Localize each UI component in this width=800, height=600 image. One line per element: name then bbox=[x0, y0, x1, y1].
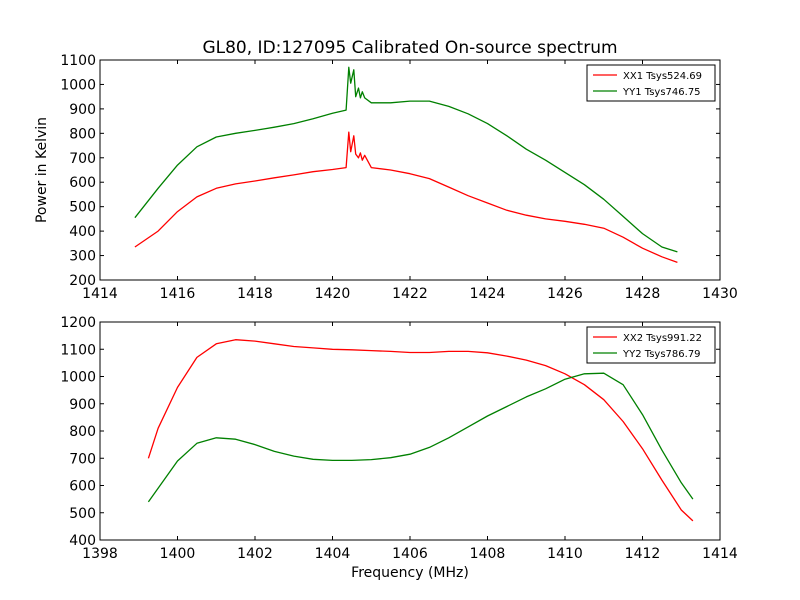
legend: XX1 Tsys524.69 YY1 Tsys746.75 bbox=[586, 64, 716, 102]
x-tick-label: 1420 bbox=[315, 286, 351, 302]
x-tick-label: 1408 bbox=[470, 546, 506, 562]
y-tick-label: 900 bbox=[69, 397, 96, 413]
y-tick-label: 800 bbox=[69, 424, 96, 440]
y-tick-label: 900 bbox=[69, 102, 96, 118]
series-line-yy2 bbox=[147, 372, 694, 503]
y-tick-label: 500 bbox=[69, 506, 96, 522]
series-line-yy1 bbox=[134, 66, 678, 253]
y-tick-label: 400 bbox=[69, 533, 96, 549]
y-tick-label: 600 bbox=[69, 175, 96, 191]
y-tick-label: 1000 bbox=[60, 77, 96, 93]
y-tick-label: 400 bbox=[69, 224, 96, 240]
x-tick-label: 1418 bbox=[237, 286, 273, 302]
x-tick-label: 1400 bbox=[160, 546, 196, 562]
y-tick-label: 300 bbox=[69, 249, 96, 265]
legend-entry-label: YY1 Tsys746.75 bbox=[622, 87, 701, 98]
x-tick-label: 1428 bbox=[625, 286, 661, 302]
x-tick-label: 1410 bbox=[547, 546, 583, 562]
x-tick-label: 1430 bbox=[702, 286, 738, 302]
legend-entry-label: XX1 Tsys524.69 bbox=[623, 71, 702, 82]
x-tick-label: 1426 bbox=[547, 286, 583, 302]
legend-entry-label: YY2 Tsys786.79 bbox=[622, 349, 701, 360]
y-tick-label: 600 bbox=[69, 479, 96, 495]
y-tick-label: 200 bbox=[69, 273, 96, 289]
legend-box bbox=[586, 64, 716, 102]
x-axis-label: Frequency (MHz) bbox=[351, 565, 469, 581]
y-tick-label: 700 bbox=[69, 451, 96, 467]
x-tick-label: 1422 bbox=[392, 286, 428, 302]
legend: XX2 Tsys991.22 YY2 Tsys786.79 bbox=[586, 326, 716, 364]
x-tick-label: 1404 bbox=[315, 546, 351, 562]
x-tick-label: 1424 bbox=[470, 286, 506, 302]
x-tick-label: 1416 bbox=[160, 286, 196, 302]
x-tick-label: 1414 bbox=[702, 546, 738, 562]
x-tick-label: 1398 bbox=[82, 546, 118, 562]
y-tick-label: 1200 bbox=[60, 315, 96, 331]
x-tick-label: 1412 bbox=[625, 546, 661, 562]
y-tick-label: 1100 bbox=[60, 342, 96, 358]
legend-entry-label: XX2 Tsys991.22 bbox=[623, 333, 702, 344]
legend-box bbox=[586, 326, 716, 364]
figure-title: GL80, ID:127095 Calibrated On-source spe… bbox=[202, 38, 617, 58]
x-tick-label: 1414 bbox=[82, 286, 118, 302]
y-tick-label: 700 bbox=[69, 151, 96, 167]
y-axis-label: Power in Kelvin bbox=[34, 117, 50, 223]
y-tick-label: 1000 bbox=[60, 370, 96, 386]
y-tick-label: 500 bbox=[69, 200, 96, 216]
x-tick-label: 1406 bbox=[392, 546, 428, 562]
top-axes: 1414 1416 1418 1420 1422 1424 1426 1428 1430 200 3… bbox=[34, 53, 738, 302]
y-tick-label: 1100 bbox=[60, 53, 96, 69]
series-line-xx2 bbox=[147, 339, 694, 522]
y-tick-label: 800 bbox=[69, 126, 96, 142]
series-line-xx1 bbox=[134, 131, 678, 264]
bottom-axes: 1398 1400 1402 1404 1406 1408 1410 1412 1414 400 5… bbox=[60, 315, 738, 562]
x-tick-label: 1402 bbox=[237, 546, 273, 562]
